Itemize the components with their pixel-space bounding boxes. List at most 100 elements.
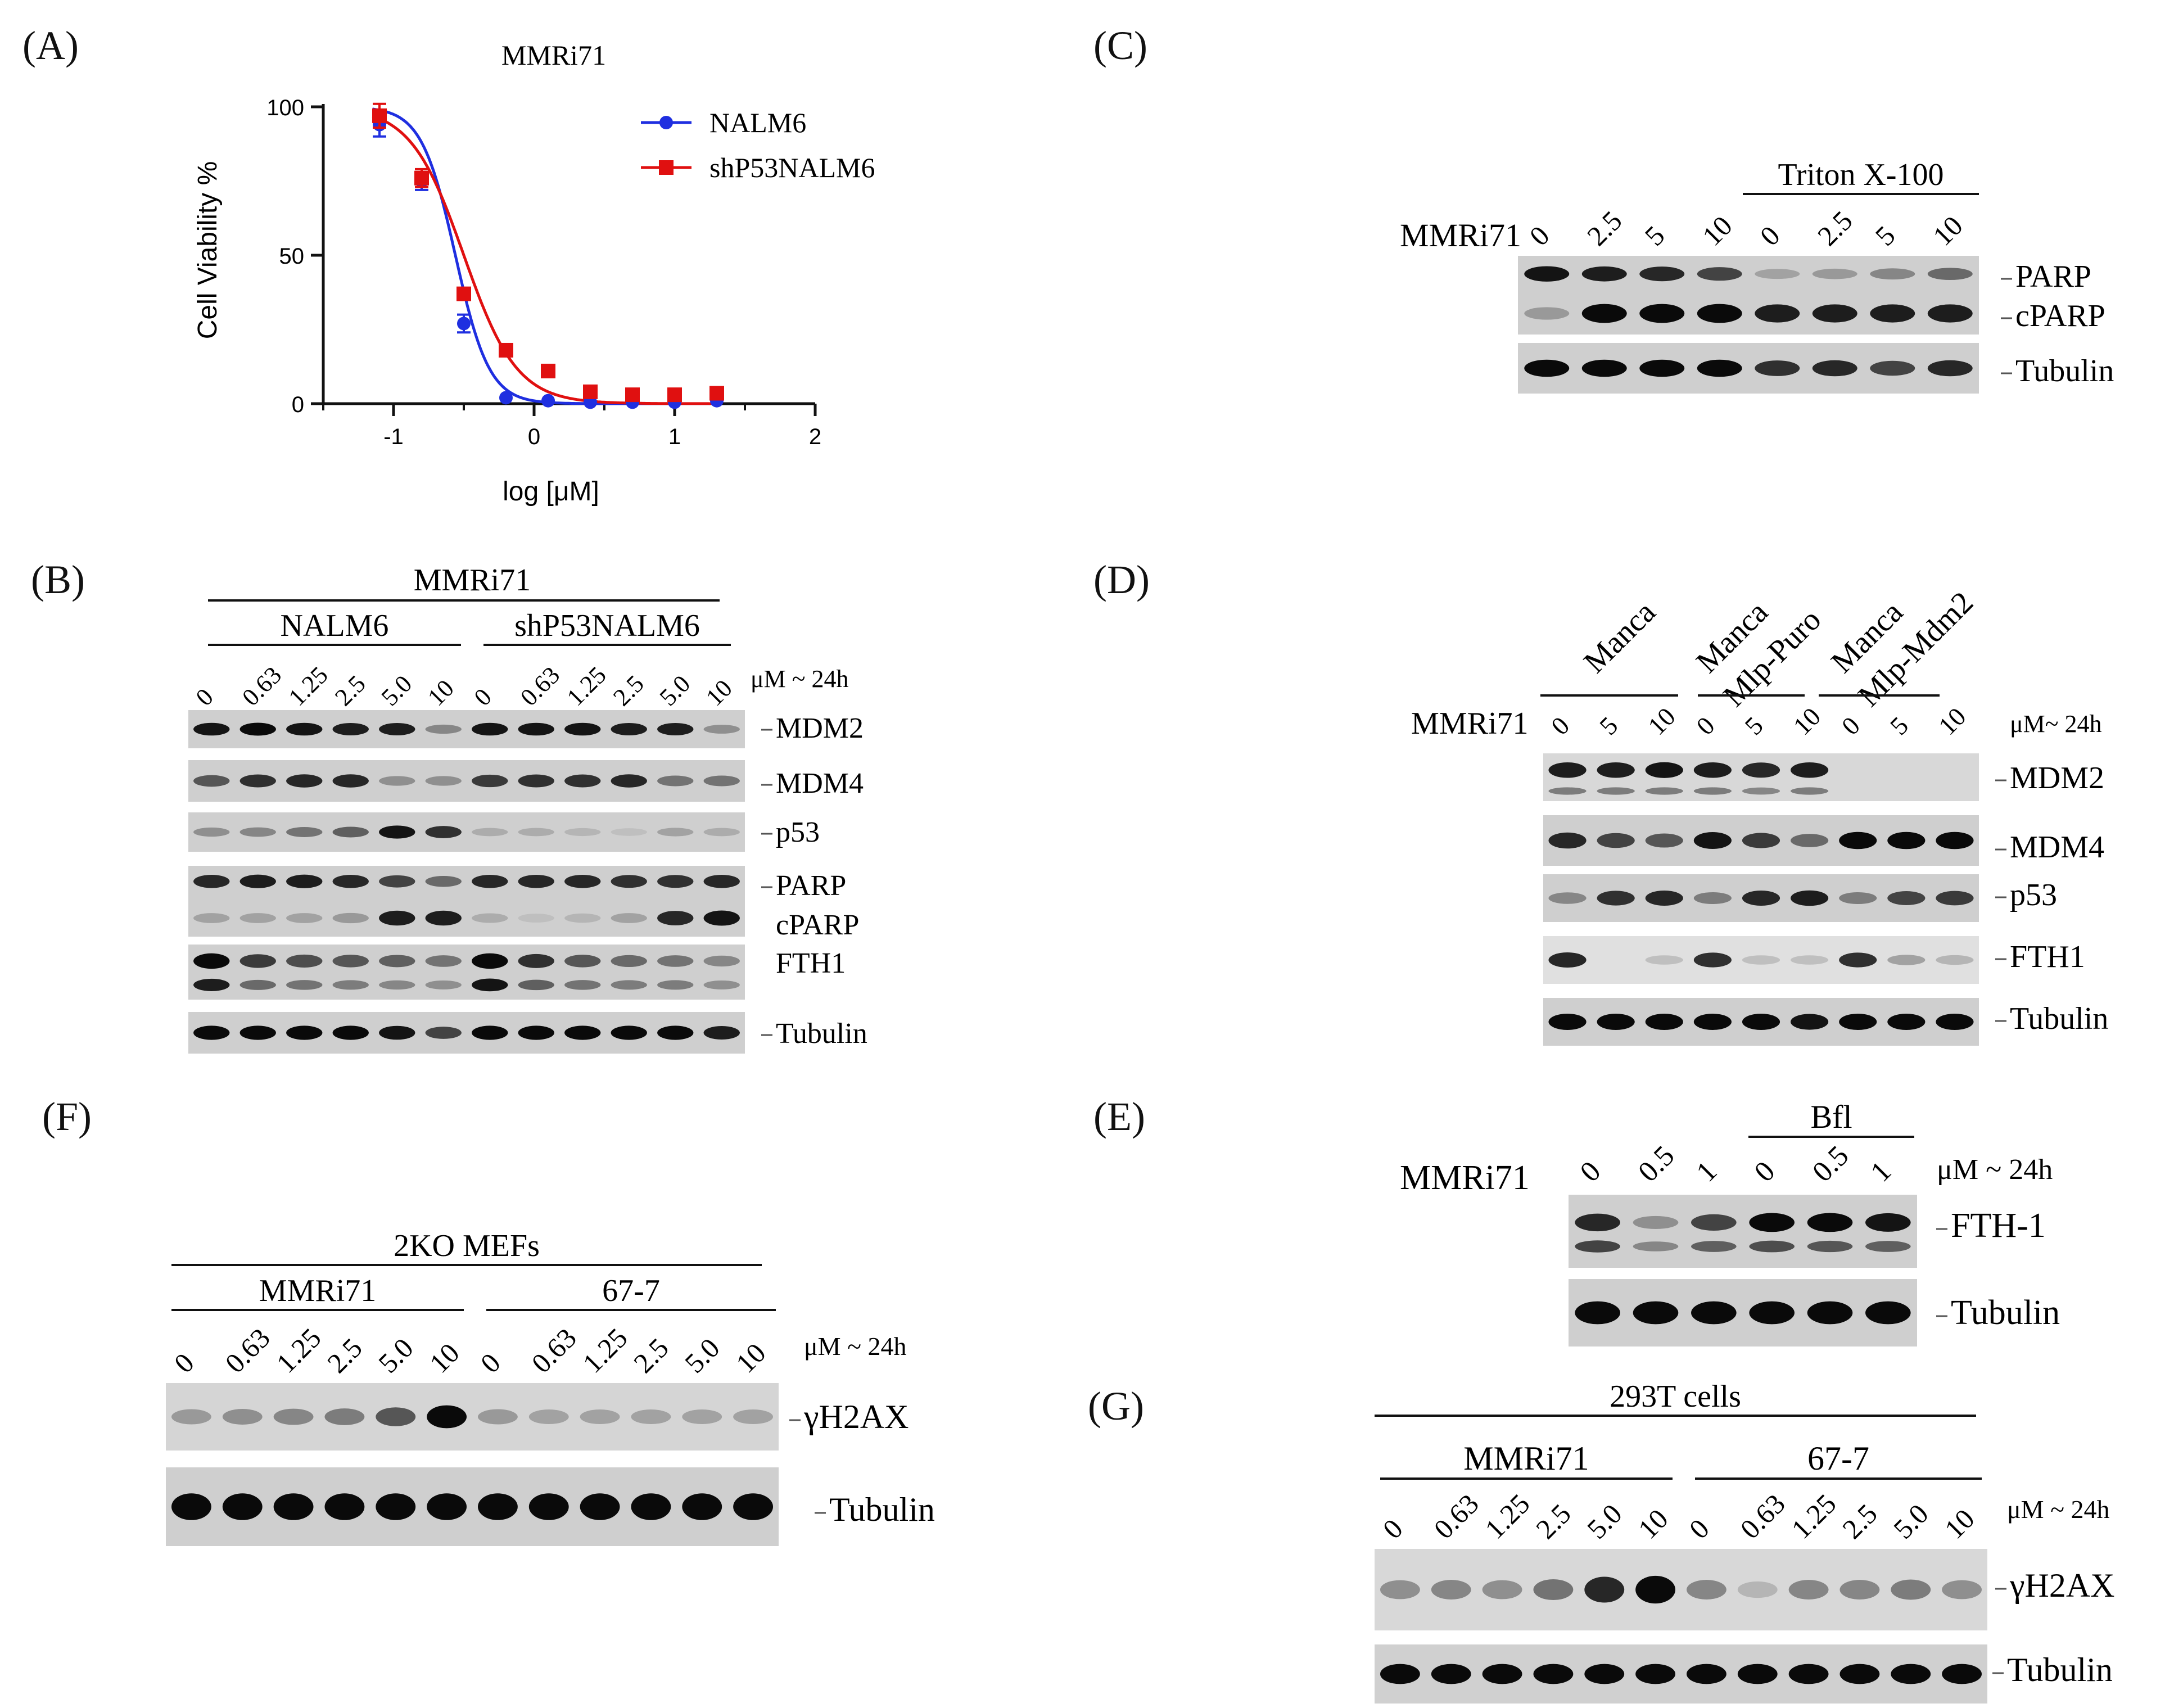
lane-label: 5.0: [654, 670, 696, 712]
blot-band: [1645, 762, 1683, 778]
data-point-shp53nalm6: [709, 386, 724, 401]
blot-band: [286, 774, 323, 788]
blot-band: [611, 722, 647, 736]
blot-band: [332, 722, 369, 736]
blot-band: [580, 1409, 620, 1425]
data-point-nalm6: [499, 391, 513, 405]
blot-band: [193, 1025, 230, 1040]
treatment-label: MMRi71: [1400, 217, 1521, 254]
blot-band: [564, 1025, 601, 1040]
blot-band: [193, 953, 230, 969]
blot-band: [239, 954, 276, 968]
blot-band: [193, 827, 230, 837]
blot-band: [286, 827, 323, 837]
blot-band: [518, 1025, 554, 1040]
blot-band: [611, 774, 647, 788]
blot-band: [518, 874, 554, 888]
lane-label: 1: [1691, 1155, 1724, 1189]
blot-band: [379, 722, 415, 736]
blot-band: [1693, 892, 1732, 905]
legend-label-nalm6: NALM6: [709, 107, 806, 138]
group-label: NALM6: [281, 608, 389, 643]
data-point-shp53nalm6: [457, 286, 471, 301]
blot-band: [1431, 1580, 1471, 1599]
blot-band: [657, 775, 694, 787]
lane-label: 10: [1788, 702, 1827, 740]
blot-band: [239, 1025, 276, 1040]
blot-band: [1807, 1240, 1853, 1253]
panel-label-g: (G): [1088, 1384, 1144, 1429]
blot-strip: [1569, 1279, 1917, 1346]
lane-label: 0: [1683, 1513, 1715, 1545]
blot-band: [332, 955, 369, 968]
blot-band: [1742, 955, 1780, 965]
blot-band: [518, 914, 554, 923]
blot-band: [1887, 891, 1926, 905]
lane-label: 10: [422, 674, 459, 711]
conc-unit-label: μM~ 24h: [2010, 710, 2102, 738]
fit-curve-shp53nalm6: [372, 115, 717, 405]
blot-band: [239, 722, 276, 736]
blot-band: [425, 875, 462, 887]
blot-band: [1575, 1240, 1620, 1253]
conc-unit-label: μM ~ 24h: [751, 665, 849, 693]
blot-band: [1742, 833, 1780, 848]
y-tick-label: 0: [292, 392, 304, 417]
blot-band: [518, 774, 554, 788]
lane-label: 0: [1691, 711, 1720, 740]
blot-band: [477, 1409, 518, 1425]
blot-band: [379, 910, 415, 926]
blot-band: [1635, 1575, 1676, 1604]
blot-band: [286, 722, 323, 736]
blot-band: [611, 828, 647, 836]
blot-band: [425, 776, 462, 786]
lane-label: 0.63: [1734, 1488, 1791, 1544]
lane-label: 0.5: [1806, 1140, 1855, 1188]
blot-band: [1693, 832, 1732, 849]
lane-label: 1.25: [576, 1322, 633, 1379]
blot-band: [1865, 1301, 1911, 1325]
blot-band: [193, 874, 230, 888]
lane-label: 5: [1884, 711, 1914, 740]
lane-label: 1.25: [1479, 1488, 1535, 1544]
blot-band: [376, 1493, 416, 1520]
group-label: 293T cells: [1610, 1379, 1741, 1414]
lane-label: 0.63: [525, 1322, 582, 1379]
blot-band: [332, 774, 369, 788]
blot-band: [518, 722, 554, 736]
blot-strip: [166, 1383, 779, 1451]
legend-marker-nalm6: [659, 116, 673, 129]
lane-label: 10: [1696, 210, 1738, 252]
blot-band: [1533, 1579, 1574, 1601]
band-label: PARP: [2015, 259, 2091, 294]
blot-band: [472, 913, 508, 923]
blot-band: [1575, 1213, 1620, 1232]
blot-band: [528, 1409, 569, 1425]
blot-band: [1431, 1664, 1471, 1684]
blot-band: [631, 1493, 671, 1520]
blot-band: [1749, 1213, 1795, 1232]
blot-band: [1839, 892, 1877, 905]
blot-strip: [188, 760, 745, 802]
blot-band: [1791, 834, 1829, 847]
blot-band: [1639, 266, 1685, 282]
blot-band: [1839, 1664, 1880, 1684]
blot-band: [1788, 1580, 1829, 1599]
lane-label: 1.25: [1785, 1488, 1842, 1544]
lane-label: 0: [168, 1347, 200, 1379]
blot-band: [239, 874, 276, 888]
lane-label: 0: [469, 683, 497, 711]
blot-strip: [188, 812, 745, 852]
group-label: Bfl: [1810, 1099, 1852, 1135]
blot-band: [703, 874, 740, 888]
chart-legend: NALM6 shP53NALM6: [641, 107, 875, 183]
lane-label: 5.0: [1887, 1498, 1935, 1545]
blot-band: [332, 826, 369, 838]
blot-band: [472, 978, 508, 992]
blot-band: [1927, 268, 1973, 281]
legend-marker-shp53nalm6: [659, 160, 674, 175]
blot-band: [1597, 762, 1635, 778]
blot-band: [193, 978, 230, 991]
lane-label: 10: [1927, 210, 1969, 252]
